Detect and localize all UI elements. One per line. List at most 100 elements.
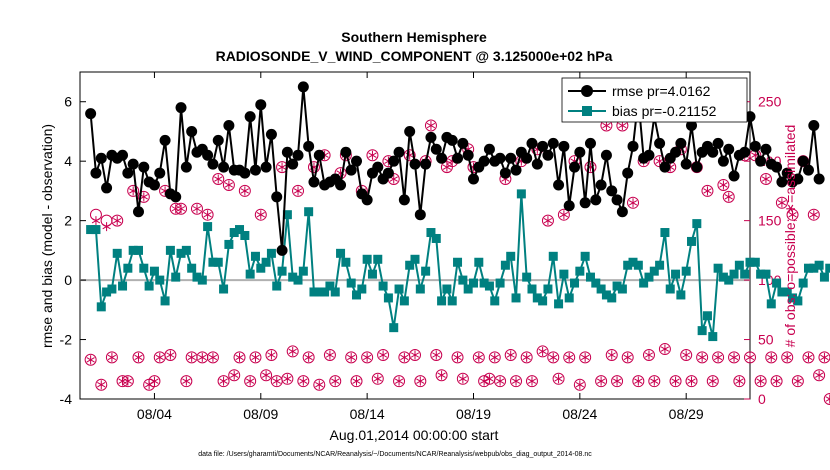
bias-marker — [235, 225, 245, 235]
rmse-marker — [372, 161, 384, 173]
obs-assimilated-marker — [394, 376, 404, 386]
obs-possible-marker — [180, 375, 193, 388]
rmse-marker — [510, 164, 522, 176]
obs-assimilated-marker — [554, 374, 563, 384]
obs-possible-marker — [712, 351, 725, 364]
obs-possible-marker — [329, 375, 342, 388]
obs-assimilated-marker — [256, 210, 265, 220]
bias-marker — [304, 207, 314, 217]
obs-possible-marker — [504, 349, 517, 362]
bias-marker — [415, 284, 425, 294]
rmse-marker — [606, 185, 618, 197]
rmse-marker — [462, 149, 474, 161]
rmse-marker — [739, 146, 751, 158]
bias-marker — [203, 222, 213, 232]
obs-assimilated-marker — [272, 376, 281, 386]
obs-possible-marker — [430, 349, 443, 362]
plot-frame — [79, 71, 751, 400]
obs-possible-marker — [802, 351, 815, 364]
bias-marker — [633, 260, 643, 270]
bias-marker — [181, 245, 191, 255]
obs-possible-marker — [791, 375, 804, 388]
obs-assimilated-marker — [485, 374, 494, 384]
obs-assimilated-marker — [288, 346, 297, 356]
rmse-marker — [446, 134, 458, 146]
bias-marker — [660, 228, 670, 238]
obs-assimilated-marker — [251, 352, 260, 362]
rmse-marker — [303, 140, 315, 152]
legend-bias-label: bias pr=-0.21152 — [612, 103, 717, 119]
obs-assimilated-marker — [118, 376, 127, 386]
bias-marker — [139, 263, 149, 273]
rmse-marker — [659, 161, 671, 173]
rmse-marker — [452, 152, 464, 164]
rmse-marker — [792, 173, 804, 185]
obs-assimilated-marker — [628, 198, 638, 208]
obs-assimilated-marker — [756, 376, 765, 386]
bias-marker — [453, 257, 463, 267]
obs-possible-marker — [627, 196, 640, 209]
bias-marker — [261, 257, 271, 267]
bias-marker — [697, 326, 707, 336]
rmse-marker — [276, 244, 288, 256]
rmse-marker — [138, 161, 150, 173]
obs-possible-marker — [164, 349, 177, 362]
bias-marker — [756, 269, 766, 279]
bias-marker — [809, 263, 819, 273]
obs-possible-marker — [770, 375, 783, 388]
obs-assimilated-marker — [479, 376, 489, 386]
obs-possible-marker — [573, 378, 586, 391]
obs-possible-marker — [728, 351, 741, 364]
x-axis-label: Aug.01,2014 00:00:00 start — [330, 427, 499, 443]
rmse-marker — [388, 155, 400, 167]
rmse-marker — [212, 134, 224, 146]
bias-marker — [819, 272, 829, 282]
bias-marker — [591, 278, 601, 288]
obs-assimilated-marker — [559, 210, 569, 220]
rmse-marker — [531, 158, 543, 170]
obs-assimilated-marker — [150, 376, 159, 386]
rmse-marker — [781, 167, 793, 179]
bias-marker — [740, 269, 750, 279]
rmse-marker — [723, 143, 735, 155]
obs-possible-marker — [472, 351, 485, 364]
obs-assimilated-marker — [708, 376, 717, 386]
obs-assimilated-marker — [634, 376, 643, 386]
rmse-marker — [393, 146, 405, 158]
bias-marker — [112, 248, 122, 258]
rmse-marker — [584, 137, 596, 149]
obs-possible-marker — [260, 369, 273, 382]
obs-possible-marker — [350, 375, 363, 388]
bias-marker — [309, 287, 319, 297]
rmse-marker — [563, 200, 575, 212]
obs-assimilated-marker — [187, 352, 196, 362]
obs-possible-marker — [190, 202, 203, 215]
obs-possible-marker — [297, 375, 310, 388]
obs-assimilated-marker — [713, 352, 723, 362]
bias-marker — [687, 236, 697, 246]
obs-assimilated-marker — [729, 352, 739, 362]
obs-possible-marker — [206, 351, 219, 364]
x-tick-label: 08/29 — [669, 406, 704, 422]
obs-possible-marker — [813, 369, 826, 382]
rmse-marker — [122, 167, 134, 179]
rmse-marker — [420, 158, 432, 170]
bias-marker — [160, 296, 170, 306]
rmse-marker — [202, 149, 214, 161]
obs-assimilated-marker — [373, 374, 382, 384]
x-tick-label: 08/19 — [456, 406, 491, 422]
obs-assimilated-marker — [166, 350, 175, 360]
rmse-marker — [494, 152, 506, 164]
rmse-marker — [813, 173, 825, 185]
bias-marker — [463, 284, 473, 294]
bias-marker — [362, 254, 372, 264]
obs-possible-marker — [313, 378, 326, 391]
legend: rmse pr=4.0162 bias pr=-0.21152 — [561, 77, 748, 123]
rmse-marker — [361, 194, 373, 206]
obs-possible-marker — [494, 375, 507, 388]
obs-possible-marker — [361, 351, 374, 364]
bias-marker — [734, 260, 744, 270]
obs-possible-marker — [536, 345, 549, 358]
obs-assimilated-marker — [687, 376, 696, 386]
bias-marker — [86, 225, 96, 235]
